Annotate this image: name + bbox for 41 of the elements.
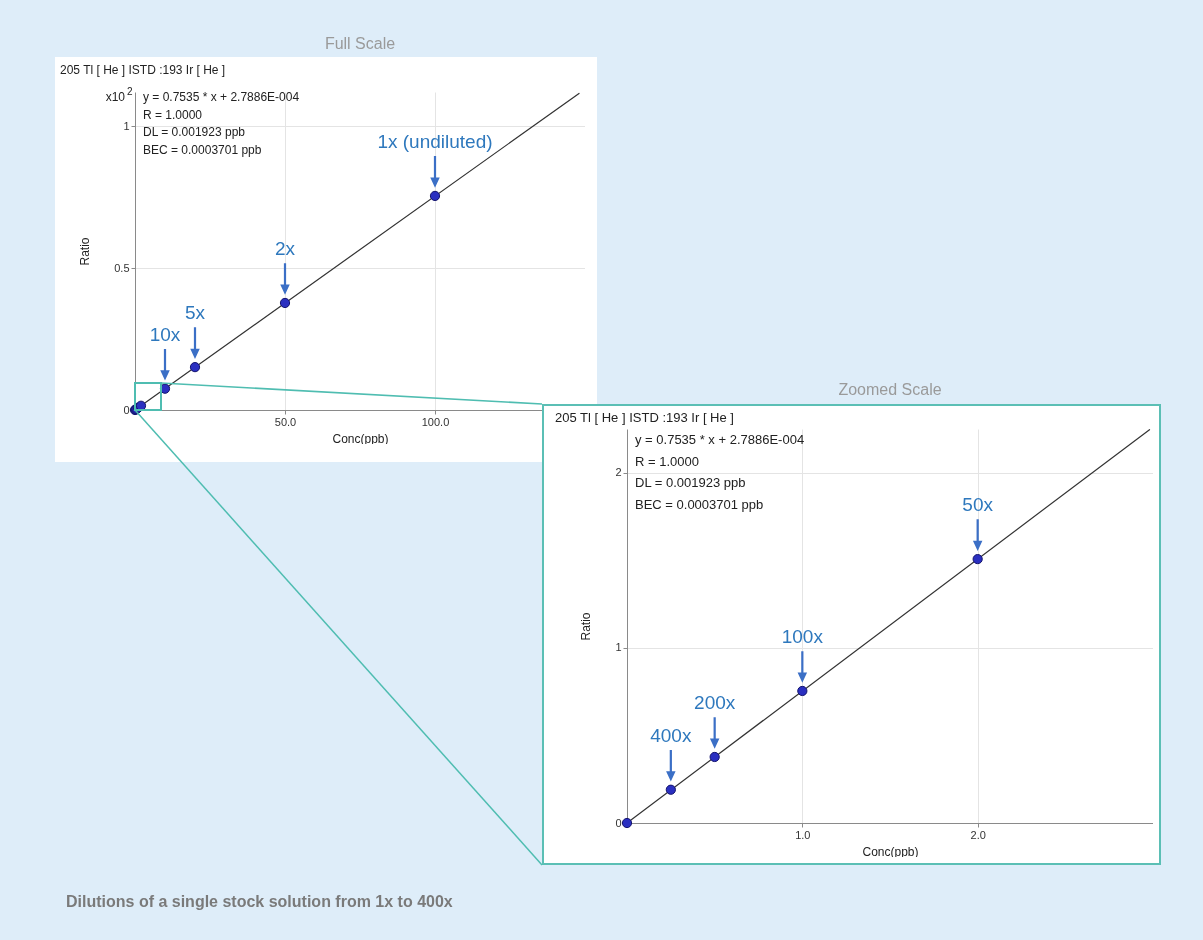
text: Dilutions of a single stock solution from 1x to 400x bbox=[66, 893, 453, 911]
annotation: 100x bbox=[781, 625, 824, 647]
y-tick-label: 1 bbox=[615, 641, 622, 654]
chart-subtitle: 205 Tl [ He ] ISTD :193 Ir [ He ] bbox=[60, 63, 226, 77]
y-tick-label: 0 bbox=[123, 403, 130, 416]
point bbox=[279, 297, 291, 309]
y-tick-label: 1 bbox=[123, 119, 130, 132]
annotation: R = 1.0000 bbox=[143, 107, 203, 122]
chart-title: Zoomed Scale bbox=[838, 381, 942, 398]
y-tick-label: 0 bbox=[615, 816, 622, 829]
point bbox=[709, 751, 720, 763]
y-tick-label: 2 bbox=[615, 466, 622, 479]
annotation: R = 1.0000 bbox=[635, 453, 699, 469]
annotation: DL = 0.001923 ppb bbox=[635, 475, 746, 490]
y-axis-title: Ratio bbox=[78, 237, 93, 266]
annotation: 2x bbox=[274, 237, 296, 259]
annotation: BEC = 0.0003701 ppb bbox=[635, 496, 764, 512]
annotation: 1x (undiluted) bbox=[377, 130, 493, 152]
y-tick-label: 0.5 bbox=[114, 261, 130, 274]
annotation: DL = 0.001923 ppb bbox=[143, 125, 246, 139]
annotation: y = 0.7535 * x + 2.7886E-004 bbox=[143, 90, 300, 104]
annotation: 200x bbox=[694, 691, 736, 713]
chart-title: Full Scale bbox=[324, 35, 396, 52]
point bbox=[429, 190, 441, 202]
annotation: 50x bbox=[962, 494, 994, 516]
point bbox=[189, 362, 201, 373]
x-tick-label: 2.0 bbox=[970, 828, 986, 841]
y-axis-title: Ratio bbox=[579, 612, 594, 641]
point bbox=[621, 817, 633, 829]
point bbox=[665, 784, 676, 795]
x-tick-label: 100.0 bbox=[421, 415, 450, 428]
annotation: 5x bbox=[184, 302, 206, 324]
annotation: 400x bbox=[650, 724, 692, 746]
chart-subtitle: 205 Tl [ He ] ISTD :193 Ir [ He ] bbox=[555, 410, 734, 425]
x-tick-label: 50.0 bbox=[274, 415, 297, 428]
annotation: 10x bbox=[149, 323, 181, 345]
x-tick-label: 1.0 bbox=[795, 828, 811, 841]
annotation: BEC = 0.0003701 ppb bbox=[143, 142, 262, 157]
point bbox=[972, 554, 983, 565]
point bbox=[797, 685, 808, 697]
annotation: y = 0.7535 * x + 2.7886E-004 bbox=[635, 432, 805, 447]
